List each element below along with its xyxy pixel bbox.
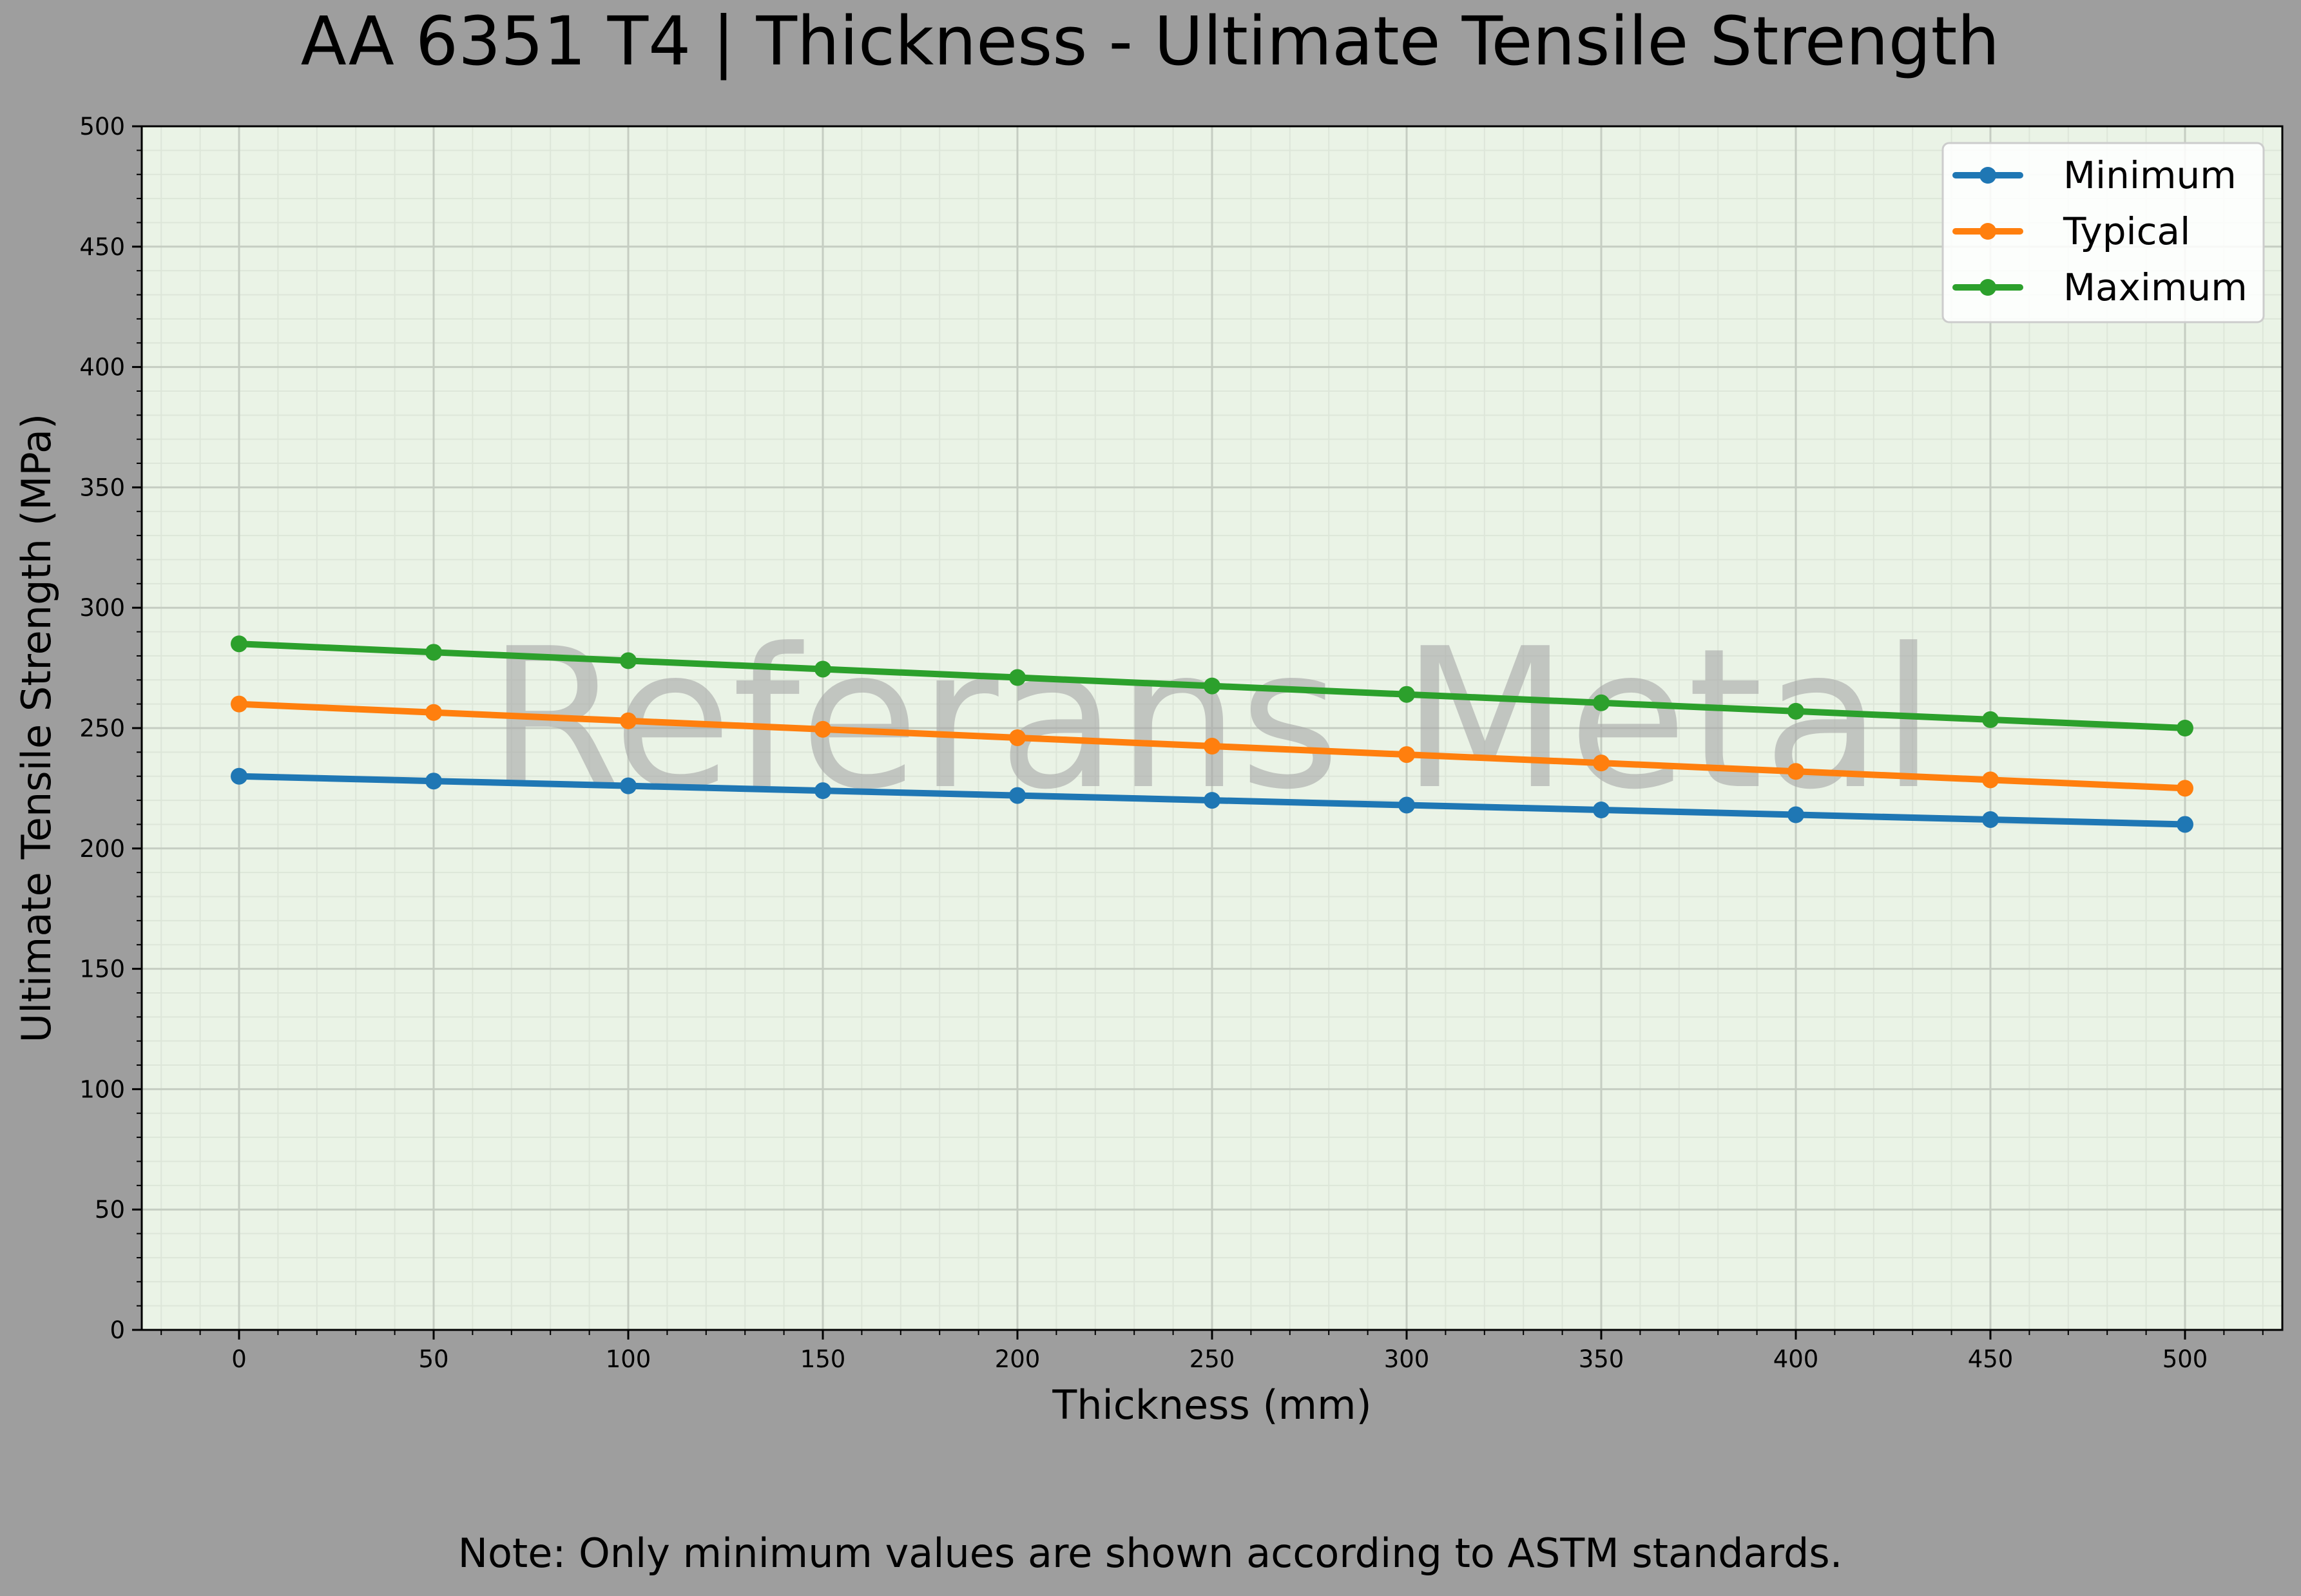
data-point-typical xyxy=(425,704,442,721)
series-typical xyxy=(231,695,2193,797)
data-point-minimum xyxy=(1982,811,1999,828)
x-tick-label: 400 xyxy=(1773,1345,1819,1373)
y-axis: 0 50 100 150 200 250 300 350 400 450 500 xyxy=(79,113,142,1344)
data-point-minimum xyxy=(814,782,831,800)
data-point-typical xyxy=(814,720,831,738)
legend: Minimum Typical Maximum xyxy=(1941,142,2265,323)
data-point-minimum xyxy=(231,767,247,785)
data-point-typical xyxy=(2177,780,2193,797)
data-point-maximum xyxy=(620,652,637,669)
data-point-maximum xyxy=(1787,702,1804,720)
data-point-typical xyxy=(1204,738,1220,755)
y-tick-label: 50 xyxy=(95,1196,125,1224)
x-tick-label: 350 xyxy=(1579,1345,1624,1373)
legend-label-typical: Typical xyxy=(2063,209,2190,253)
x-tick-label: 50 xyxy=(418,1345,448,1373)
y-tick-label: 350 xyxy=(79,474,125,501)
x-tick-label: 250 xyxy=(1189,1345,1235,1373)
y-tick-label: 400 xyxy=(79,354,125,381)
data-point-typical xyxy=(1982,771,1999,789)
x-tick-label: 100 xyxy=(606,1345,651,1373)
chart-title: AA 6351 T4 | Thickness - Ultimate Tensil… xyxy=(301,2,2000,81)
data-point-typical xyxy=(620,712,637,729)
data-point-typical xyxy=(1787,763,1804,780)
x-axis-label: Thickness (mm) xyxy=(1052,1381,1371,1428)
legend-marker-maximum xyxy=(1979,279,1996,296)
y-tick-label: 300 xyxy=(79,594,125,622)
series-layer xyxy=(231,635,2193,833)
data-point-minimum xyxy=(1204,792,1220,809)
x-axis: 0 50 100 150 200 250 300 350 400 450 500 xyxy=(160,1330,2264,1373)
x-tick-label: 450 xyxy=(1968,1345,2014,1373)
series-maximum xyxy=(231,635,2193,736)
x-tick-label: 150 xyxy=(800,1345,846,1373)
data-point-maximum xyxy=(231,635,247,653)
x-tick-label: 500 xyxy=(2162,1345,2208,1373)
data-point-typical xyxy=(1398,746,1415,764)
y-tick-label: 0 xyxy=(110,1316,125,1344)
data-point-minimum xyxy=(425,773,442,790)
data-point-minimum xyxy=(1398,796,1415,814)
y-tick-label: 500 xyxy=(79,113,125,140)
x-tick-label: 300 xyxy=(1384,1345,1430,1373)
legend-item-maximum: Maximum xyxy=(1952,265,2248,309)
legend-item-minimum: Minimum xyxy=(1952,153,2237,197)
data-point-minimum xyxy=(1009,787,1026,804)
data-point-minimum xyxy=(1593,802,1610,819)
y-tick-label: 200 xyxy=(79,835,125,863)
data-point-typical xyxy=(1009,729,1026,746)
y-tick-label: 100 xyxy=(79,1075,125,1103)
data-point-maximum xyxy=(2177,720,2193,736)
x-tick-label: 200 xyxy=(995,1345,1041,1373)
plot-area: Referans Metal xyxy=(140,125,2284,1331)
data-point-typical xyxy=(1593,755,1610,772)
legend-label-minimum: Minimum xyxy=(2063,153,2237,197)
data-point-maximum xyxy=(425,644,442,661)
x-tick-label: 0 xyxy=(231,1345,247,1373)
data-point-minimum xyxy=(620,777,637,794)
data-point-maximum xyxy=(1593,694,1610,711)
data-point-maximum xyxy=(1982,711,1999,728)
legend-box xyxy=(1941,142,2265,323)
data-point-typical xyxy=(231,695,247,713)
series-minimum xyxy=(231,767,2193,833)
data-point-minimum xyxy=(2177,816,2193,833)
legend-entries: Minimum Typical Maximum xyxy=(1952,153,2248,309)
y-axis-label: Ultimate Tensile Strength (MPa) xyxy=(13,414,60,1043)
data-point-maximum xyxy=(1204,677,1220,695)
data-point-maximum xyxy=(1009,669,1026,686)
legend-label-maximum: Maximum xyxy=(2063,265,2248,309)
data-point-maximum xyxy=(814,660,831,678)
data-point-minimum xyxy=(1787,806,1804,823)
legend-item-typical: Typical xyxy=(1952,209,2190,253)
legend-marker-minimum xyxy=(1979,167,1996,184)
data-point-maximum xyxy=(1398,686,1415,703)
legend-marker-typical xyxy=(1979,223,1996,240)
y-tick-label: 250 xyxy=(79,715,125,742)
y-tick-label: 150 xyxy=(79,956,125,983)
y-tick-label: 450 xyxy=(79,233,125,261)
footnote: Note: Only minimum values are shown acco… xyxy=(458,1530,1843,1577)
